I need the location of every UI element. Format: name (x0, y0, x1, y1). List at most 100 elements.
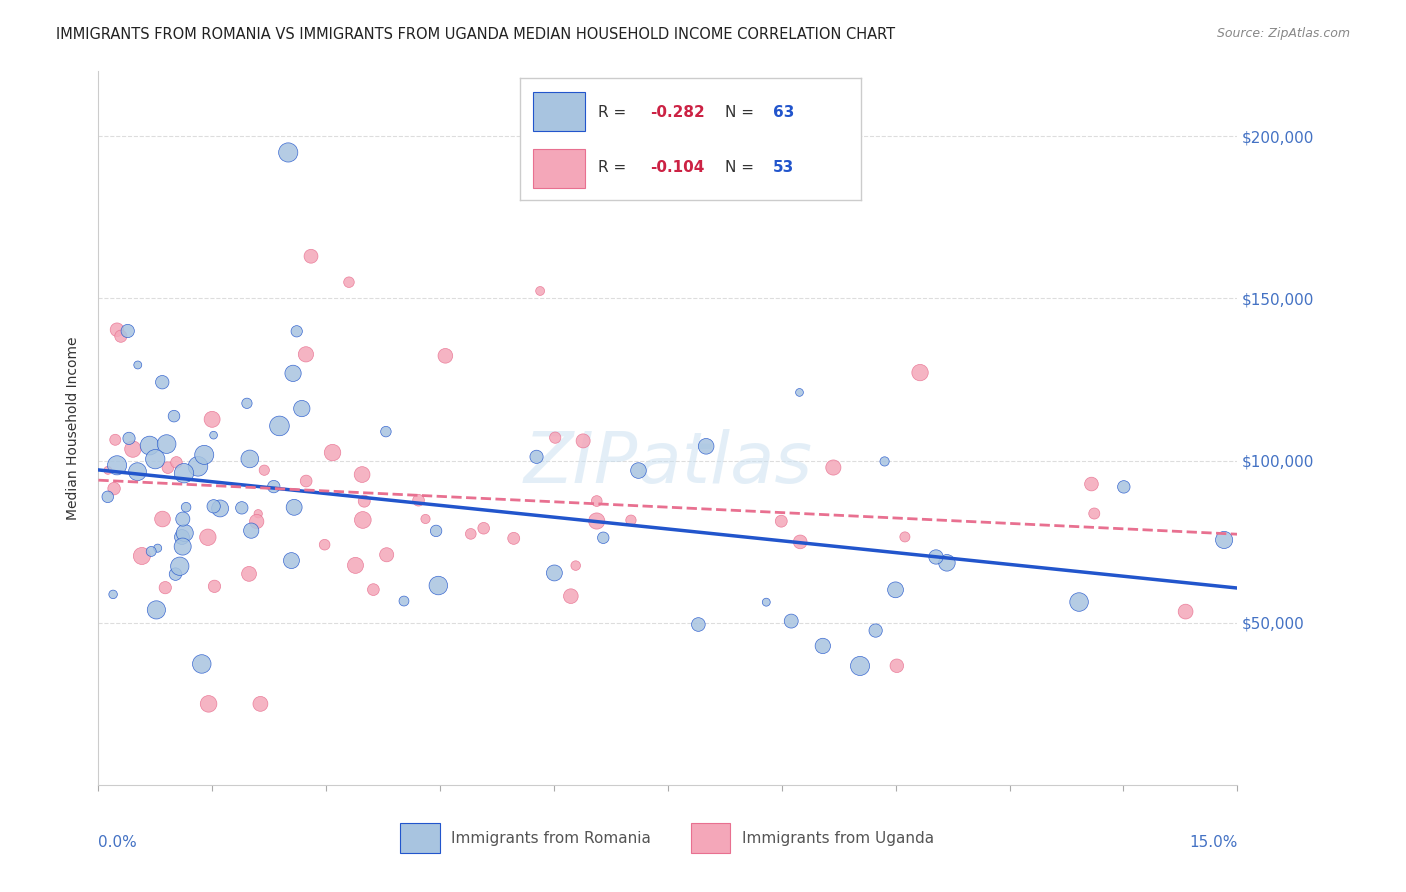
Point (755, 595, 778, 609)
Point (202, 428, 225, 442)
Point (374, 425, 396, 439)
Point (263, 480, 285, 494)
Point (849, 659, 872, 673)
Point (104, 433, 127, 447)
Point (197, 697, 219, 711)
Point (172, 512, 194, 526)
Point (353, 494, 375, 508)
Point (138, 439, 160, 453)
Point (886, 658, 908, 673)
Point (564, 558, 586, 573)
Point (337, 275, 360, 289)
Point (544, 431, 567, 445)
Point (585, 514, 607, 528)
Point (202, 500, 225, 514)
Point (1083, 507, 1105, 521)
Point (247, 507, 270, 521)
Point (155, 581, 177, 595)
Point (253, 463, 276, 477)
Point (103, 482, 125, 496)
Y-axis label: Median Household Income: Median Household Income (66, 336, 80, 520)
Point (925, 549, 948, 564)
Point (150, 375, 173, 389)
Point (425, 524, 447, 538)
Point (110, 329, 132, 343)
Point (695, 439, 717, 453)
Point (789, 385, 811, 400)
Point (560, 589, 582, 603)
Point (201, 412, 224, 426)
Point (811, 639, 834, 653)
Point (280, 553, 302, 567)
Point (780, 614, 803, 628)
Point (173, 526, 195, 541)
Point (156, 437, 179, 451)
Point (291, 401, 314, 416)
Point (143, 452, 166, 467)
Point (246, 515, 269, 529)
Point (193, 448, 215, 462)
Point (1174, 605, 1197, 619)
Point (105, 323, 128, 337)
Point (239, 451, 262, 466)
Point (873, 454, 896, 468)
Text: Source: ZipAtlas.com: Source: ZipAtlas.com (1216, 27, 1350, 40)
Point (127, 358, 149, 372)
Text: 0.0%: 0.0% (98, 835, 138, 850)
Text: ZIPatlas: ZIPatlas (523, 429, 813, 499)
Point (97, 490, 120, 504)
Point (688, 617, 710, 632)
Point (789, 535, 811, 549)
Point (908, 366, 931, 380)
Point (174, 500, 197, 515)
Point (105, 458, 128, 473)
Point (146, 541, 169, 556)
Point (187, 459, 209, 474)
Point (285, 324, 308, 338)
Point (375, 548, 398, 562)
Point (502, 532, 524, 546)
Point (170, 530, 193, 544)
Point (363, 582, 385, 597)
Point (392, 594, 415, 608)
Point (894, 530, 917, 544)
Point (165, 567, 187, 582)
Point (240, 524, 263, 538)
Point (141, 544, 163, 558)
Point (529, 284, 551, 298)
Point (592, 531, 614, 545)
Point (131, 549, 153, 563)
Point (472, 521, 495, 535)
Point (277, 145, 299, 160)
Point (434, 349, 457, 363)
Point (1067, 595, 1090, 609)
Point (281, 367, 304, 381)
Point (543, 566, 565, 580)
Point (295, 347, 318, 361)
Point (209, 501, 232, 516)
Point (169, 559, 191, 574)
Point (1080, 477, 1102, 491)
Point (408, 493, 430, 508)
Point (101, 587, 124, 601)
Point (935, 556, 957, 570)
Point (299, 249, 322, 263)
Text: 15.0%: 15.0% (1189, 835, 1237, 850)
Point (865, 624, 887, 638)
Point (121, 442, 143, 456)
Point (172, 540, 194, 554)
Point (585, 494, 607, 508)
Text: IMMIGRANTS FROM ROMANIA VS IMMIGRANTS FROM UGANDA MEDIAN HOUSEHOLD INCOME CORREL: IMMIGRANTS FROM ROMANIA VS IMMIGRANTS FR… (56, 27, 896, 42)
Point (295, 474, 318, 488)
Point (572, 434, 595, 448)
Point (117, 324, 139, 338)
Point (823, 460, 845, 475)
Point (152, 512, 174, 526)
Point (460, 527, 482, 541)
Point (118, 431, 141, 445)
Point (415, 512, 437, 526)
Point (770, 514, 793, 528)
Point (526, 450, 548, 464)
Point (156, 460, 179, 475)
Point (173, 466, 195, 480)
